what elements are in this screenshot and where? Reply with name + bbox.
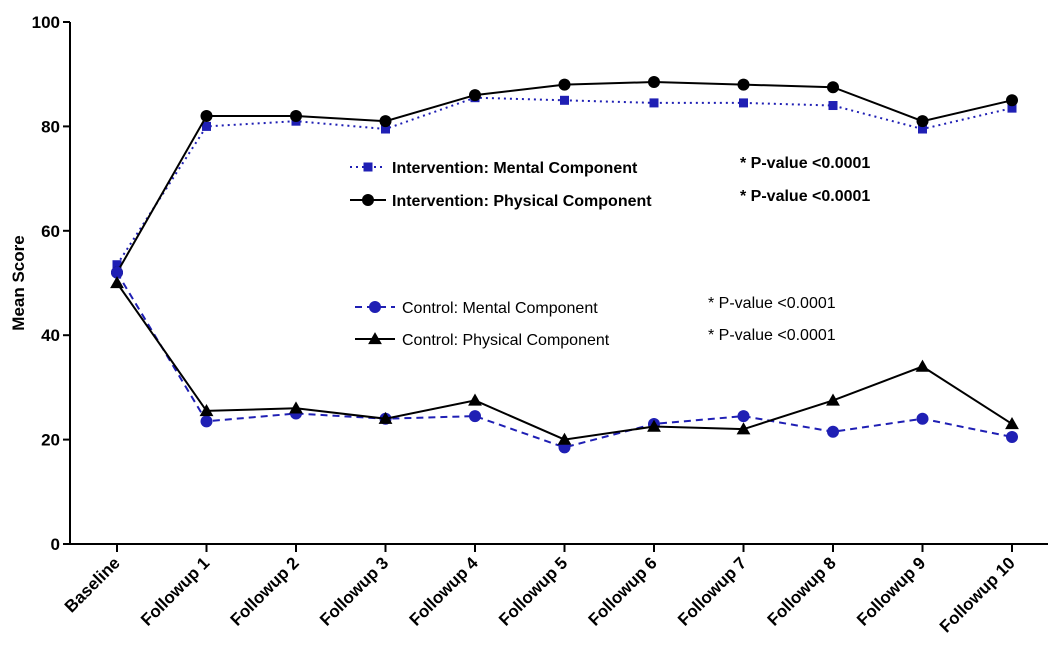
y-axis-title: Mean Score [9,235,28,330]
data-point [648,76,660,89]
data-point [199,403,214,417]
data-point [739,98,748,108]
data-point [468,393,482,406]
y-tick-label: 0 [51,535,60,554]
data-point [918,124,927,134]
data-point [378,411,393,424]
y-tick-label: 40 [41,326,60,345]
data-point [737,78,750,91]
data-point [112,260,122,270]
data-point [200,415,213,428]
x-tick-label: Followup 8 [764,553,840,629]
data-point [827,425,839,438]
data-point [560,95,569,105]
data-point [200,109,213,122]
x-tick-label: Followup 6 [585,553,661,629]
data-point [469,89,481,102]
data-point [1006,430,1018,443]
data-point [290,109,302,122]
data-point [381,124,390,134]
legend-item-2: Intervention: Physical Component * P-valu… [350,188,870,210]
legend: Intervention: Mental Component * P-value … [350,155,870,349]
legend-label: Intervention: Mental Component [392,160,638,177]
x-axis-ticks: Baseline Followup 1 Followup 2 Followup 3 Fo… [61,544,1019,636]
series-layer [110,76,1019,454]
data-point [289,401,303,414]
legend-label: Intervention: Physical Component [392,193,652,210]
data-point [915,359,930,372]
x-tick-label: Followup 7 [674,553,750,629]
data-point [202,121,211,131]
data-point [916,412,929,425]
data-point [558,78,571,91]
legend-label: Control: Physical Component [402,332,610,349]
legend-marker [363,162,373,172]
data-point [649,98,659,108]
data-point [1007,103,1017,113]
y-tick-label: 20 [41,431,60,450]
data-point [736,422,751,435]
legend-note: * P-value <0.0001 [740,188,870,205]
data-point [110,276,124,289]
y-tick-label: 100 [32,13,60,32]
legend-marker [368,332,382,345]
x-tick-label: Followup 9 [853,553,929,629]
y-axis-ticks: 0 20 40 60 80 100 [32,13,70,554]
data-point [379,115,392,128]
legend-marker [362,194,374,206]
series-3 [111,266,1018,454]
series-4 [110,276,1019,445]
x-tick-label: Followup 3 [316,553,392,629]
legend-item-3: Control: Mental Component * P-value <0.00… [355,295,836,317]
x-tick-label: Followup 4 [406,553,483,630]
legend-note: * P-value <0.0001 [740,155,870,172]
series-1 [112,93,1017,270]
series-2 [111,76,1018,279]
x-tick-label: Followup 1 [137,553,213,629]
x-tick-label: Followup 10 [936,553,1019,636]
legend-item-4: Control: Physical Component * P-value <0.… [355,327,836,349]
data-point [469,410,481,423]
legend-marker [369,301,381,313]
x-tick-label: Baseline [61,553,124,616]
data-point [737,410,750,423]
series-line [116,96,1013,266]
axes [69,22,1048,545]
data-point [1006,94,1018,107]
series-line [116,81,1013,274]
data-point [916,115,929,128]
series-line [116,272,1013,449]
legend-note: * P-value <0.0001 [708,295,836,312]
data-point [826,393,840,406]
y-tick-label: 60 [41,222,60,241]
data-point [647,419,661,432]
y-tick-label: 80 [41,117,60,136]
legend-item-1: Intervention: Mental Component * P-value … [350,155,870,177]
x-tick-label: Followup 2 [227,553,303,629]
legend-note: * P-value <0.0001 [708,327,836,344]
data-point [1005,417,1019,430]
x-tick-label: Followup 5 [495,553,571,629]
data-point [828,101,838,111]
data-point [557,432,572,445]
legend-label: Control: Mental Component [402,300,598,317]
data-point [111,266,123,279]
data-point [827,81,839,94]
